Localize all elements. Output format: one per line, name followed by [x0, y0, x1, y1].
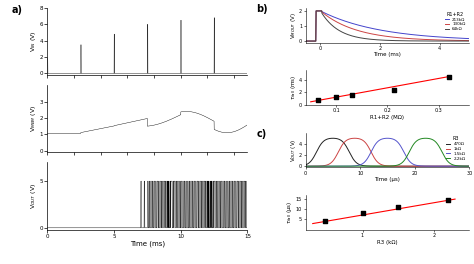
Point: [394, 205, 402, 209]
130kΩ: [401, 36, 406, 40]
X-axis label: Time (μs): Time (μs): [374, 177, 401, 182]
1.5kΩ: [466, 165, 472, 168]
X-axis label: Time (ms): Time (ms): [374, 53, 401, 58]
Text: a): a): [11, 4, 22, 15]
Y-axis label: V$_{IN}$ (V): V$_{IN}$ (V): [29, 31, 38, 52]
64kΩ: [382, 39, 387, 42]
130kΩ: [392, 36, 397, 39]
130kΩ: [437, 39, 443, 42]
Point: [390, 88, 398, 93]
Line: 2.2kΩ: 2.2kΩ: [306, 138, 469, 166]
2.2kΩ: [319, 165, 325, 168]
470Ω: [303, 163, 309, 166]
1.5kΩ: [434, 165, 439, 168]
64kΩ: [313, 9, 319, 12]
2.2kΩ: [466, 164, 472, 168]
Point: [444, 198, 452, 202]
1kΩ: [319, 164, 325, 167]
Point: [314, 98, 322, 102]
Y-axis label: V$_{OUT}$ (V): V$_{OUT}$ (V): [289, 138, 298, 162]
130kΩ: [466, 39, 472, 42]
1kΩ: [303, 165, 309, 168]
1kΩ: [434, 165, 439, 168]
X-axis label: R3 (kΩ): R3 (kΩ): [377, 239, 398, 244]
Legend: 213kΩ, 130kΩ, 64kΩ: 213kΩ, 130kΩ, 64kΩ: [443, 10, 467, 33]
Point: [359, 211, 366, 215]
213kΩ: [466, 37, 472, 40]
1.5kΩ: [319, 165, 325, 168]
2.2kΩ: [369, 165, 374, 168]
213kΩ: [313, 9, 319, 12]
1.5kΩ: [303, 165, 309, 168]
64kΩ: [463, 40, 468, 43]
213kΩ: [401, 32, 406, 35]
Point: [348, 93, 356, 97]
130kΩ: [303, 40, 309, 43]
130kΩ: [313, 9, 319, 12]
1.5kΩ: [375, 140, 381, 143]
1kΩ: [415, 165, 421, 168]
2.2kΩ: [434, 141, 439, 144]
Line: 470Ω: 470Ω: [306, 138, 469, 166]
1.5kΩ: [415, 164, 421, 167]
130kΩ: [381, 34, 386, 37]
1kΩ: [375, 161, 381, 164]
470Ω: [434, 165, 439, 168]
1kΩ: [466, 165, 472, 168]
Y-axis label: V$_{OUT}$ (V): V$_{OUT}$ (V): [29, 183, 38, 209]
470Ω: [319, 141, 325, 144]
64kΩ: [437, 39, 443, 43]
Line: 1kΩ: 1kΩ: [306, 138, 469, 166]
Line: 1.5kΩ: 1.5kΩ: [306, 138, 469, 166]
Point: [445, 74, 453, 79]
Legend: 470Ω, 1kΩ, 1.5kΩ, 2.2kΩ: 470Ω, 1kΩ, 1.5kΩ, 2.2kΩ: [444, 135, 467, 162]
2.2kΩ: [303, 165, 309, 168]
Text: c): c): [256, 129, 267, 139]
1.5kΩ: [430, 164, 436, 168]
64kΩ: [381, 39, 386, 42]
1kΩ: [369, 152, 375, 155]
213kΩ: [392, 31, 397, 34]
X-axis label: R1+R2 (MΩ): R1+R2 (MΩ): [371, 115, 404, 120]
64kΩ: [466, 40, 472, 43]
2.2kΩ: [430, 139, 436, 142]
2.2kΩ: [415, 138, 421, 142]
2.2kΩ: [375, 164, 381, 168]
Point: [332, 95, 340, 100]
2.2kΩ: [423, 137, 428, 140]
1.5kΩ: [369, 149, 374, 152]
Y-axis label: $\tau_{fall}$ (μs): $\tau_{fall}$ (μs): [285, 201, 294, 224]
1kΩ: [352, 137, 357, 140]
64kΩ: [401, 39, 406, 42]
Point: [321, 218, 328, 223]
470Ω: [375, 164, 381, 168]
Line: 213kΩ: 213kΩ: [306, 11, 469, 41]
Line: 64kΩ: 64kΩ: [306, 11, 469, 41]
Y-axis label: V$_{MEM}$ (V): V$_{MEM}$ (V): [29, 105, 38, 133]
213kΩ: [381, 29, 386, 32]
Y-axis label: $\tau_{fall}$ (ms): $\tau_{fall}$ (ms): [289, 75, 298, 100]
213kΩ: [463, 37, 468, 40]
470Ω: [430, 165, 436, 168]
470Ω: [330, 137, 336, 140]
213kΩ: [437, 35, 443, 39]
470Ω: [466, 165, 472, 168]
Text: b): b): [256, 4, 268, 15]
Line: 130kΩ: 130kΩ: [306, 11, 469, 41]
1.5kΩ: [384, 137, 390, 140]
213kΩ: [303, 40, 309, 43]
130kΩ: [382, 35, 387, 38]
64kΩ: [392, 39, 397, 42]
130kΩ: [463, 39, 468, 42]
Y-axis label: V$_{MOUT}$ (V): V$_{MOUT}$ (V): [289, 12, 298, 39]
213kΩ: [382, 29, 387, 32]
1kΩ: [430, 165, 436, 168]
470Ω: [369, 164, 375, 168]
X-axis label: Time (ms): Time (ms): [130, 240, 165, 247]
470Ω: [415, 165, 421, 168]
64kΩ: [303, 40, 309, 43]
